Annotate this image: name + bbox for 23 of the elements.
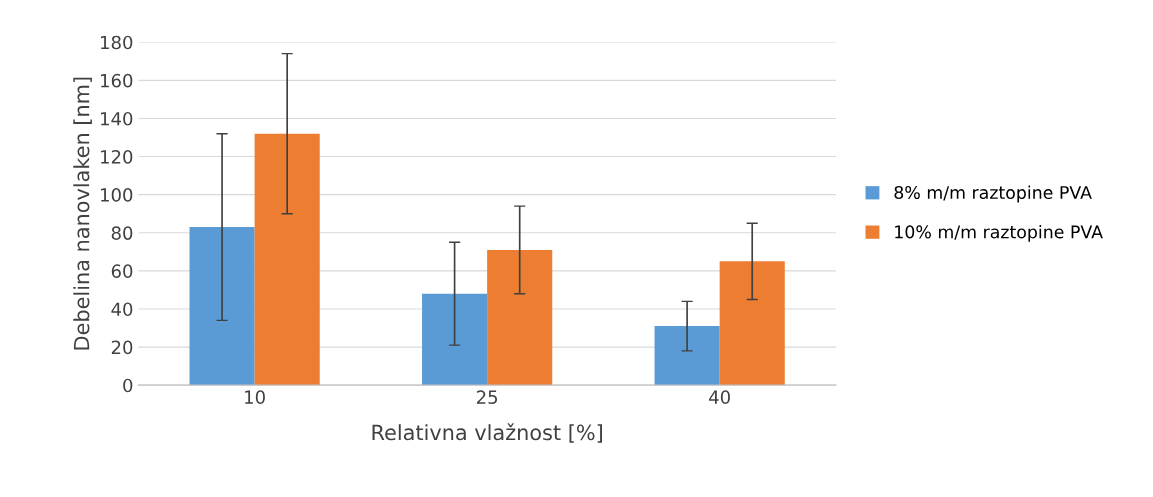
- y-tick-label: 160: [101, 73, 133, 88]
- y-tick-label: 120: [101, 150, 133, 164]
- x-axis-title: Relativna vlažnost [%]: [372, 423, 602, 443]
- legend-label: 8% m/m raztopine PVA: [894, 185, 1092, 203]
- legend-label: 10% m/m raztopine PVA: [895, 224, 1103, 242]
- y-tick-label: 180: [101, 35, 133, 50]
- x-tick-label: 25: [476, 390, 498, 405]
- bar: [654, 326, 720, 386]
- y-tick-label: 20: [111, 340, 133, 355]
- bar: [487, 249, 553, 386]
- y-tick-label: 140: [101, 111, 133, 126]
- y-tick-label: 60: [111, 264, 133, 278]
- bar: [254, 133, 320, 386]
- y-tick-label: 0: [123, 378, 133, 393]
- y-tick-label: 40: [111, 302, 133, 317]
- x-tick-label: 40: [709, 390, 730, 405]
- bar: [189, 227, 255, 386]
- y-axis-title: Debelina nanovlaken [nm]: [73, 77, 92, 350]
- y-tick-label: 100: [101, 188, 133, 202]
- x-tick-label: 10: [245, 390, 265, 405]
- y-tick-label: 80: [111, 226, 133, 240]
- bar: [719, 261, 785, 386]
- bar: [422, 293, 488, 386]
